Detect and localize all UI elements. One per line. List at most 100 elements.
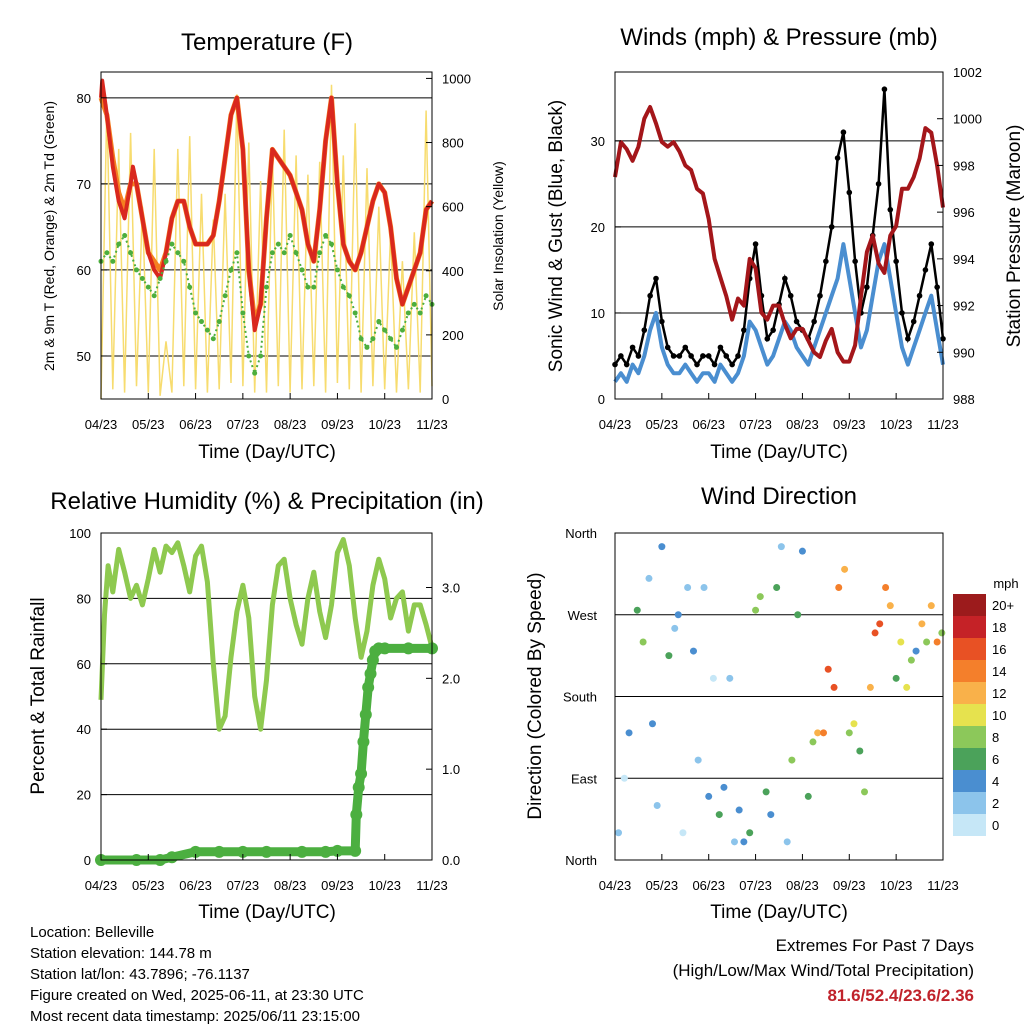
legend-swatch [953,682,986,704]
chart-direction: Wind Direction Time (Day/UTC) Direction (C… [525,483,1019,923]
y2-tick-label: 0.0 [442,853,460,868]
precip-point [189,845,202,858]
plot-frame [100,71,433,400]
precip-point [350,808,363,821]
extremes-title: Extremes For Past 7 Days [775,936,974,955]
precip-point [260,845,273,858]
x-tick-label: 04/23 [599,878,632,893]
legend-label: 0 [992,818,999,833]
direction-point [783,838,791,846]
direction-point [866,683,874,691]
direction-point [615,829,623,837]
y-tick-label: 80 [77,91,91,106]
x-tick-label: 08/23 [786,878,819,893]
station-info: Location: Belleville Station elevation: … [30,922,364,1027]
legend-label: 12 [992,686,1006,701]
legend-label: 16 [992,642,1006,657]
y2-tick-label: 0 [442,392,449,407]
y2-axis-label: Station Pressure (Maroon) [1004,125,1024,348]
y2-tick-label: 990 [953,345,975,360]
direction-point [814,729,822,737]
latlon-text: Station lat/lon: 43.7896; -76.1137 [30,966,250,983]
precip-point [378,642,391,655]
x-tick-label: 08/23 [274,878,307,893]
legend-swatch [953,616,986,638]
precip-point [402,642,415,655]
chart-title: Wind Direction [701,483,857,510]
direction-point [773,584,781,591]
direction-point [740,838,748,846]
y-tick-label: South [563,690,597,705]
direction-point [700,584,708,591]
x-axis-label: Time (Day/UTC) [198,442,336,463]
legend-label: 4 [992,774,999,789]
direction-point [658,543,666,551]
direction-point [923,638,931,646]
direction-point [767,811,775,819]
chart-winds: Winds (mph) & Pressure (mb) Time (Day/UTC… [546,24,1024,463]
y2-tick-label: 988 [953,392,975,407]
y-tick-label: 40 [77,722,91,737]
direction-point [726,674,734,682]
y2-tick-label: 1.0 [442,762,460,777]
direction-point [762,788,770,796]
direction-point [903,683,911,691]
extremes-subtitle: (High/Low/Max Wind/Total Precipitation) [672,961,974,980]
y2-tick-label: 800 [442,136,464,151]
y-tick-label: 20 [591,220,605,235]
x-tick-label: 06/23 [692,878,725,893]
direction-point [835,584,843,591]
y-tick-label: 50 [77,349,91,364]
legend-swatch [953,594,986,616]
direction-point [886,602,894,610]
x-tick-label: 05/23 [646,878,679,893]
x-tick-label: 05/23 [132,878,165,893]
y-tick-label: 70 [77,177,91,192]
direction-point [938,629,946,637]
direction-point [671,624,679,632]
direction-point [809,738,817,746]
y2-tick-label: 2.0 [442,671,460,686]
legend-swatch [953,638,986,660]
x-tick-label: 05/23 [646,417,679,432]
y-tick-label: 60 [77,263,91,278]
dewpoint-point [175,250,181,256]
direction-point [720,783,728,791]
x-tick-label: 07/23 [739,878,772,893]
x-axis-label: Time (Day/UTC) [710,442,848,463]
direction-point [645,574,653,582]
precip-point [236,845,249,858]
direction-point [804,792,812,800]
y2-tick-label: 200 [442,328,464,343]
y2-tick-label: 600 [442,200,464,215]
y2-tick-label: 1000 [953,112,982,127]
direction-point [820,729,828,737]
extremes-box: Extremes For Past 7 Days (High/Low/Max W… [673,933,974,1008]
direction-point [871,629,879,637]
extremes-values: 81.6/52.4/23.6/2.36 [827,986,974,1005]
x-tick-label: 07/23 [739,417,772,432]
direction-point [892,674,900,682]
direction-point [694,756,702,764]
x-tick-label: 10/23 [880,417,913,432]
x-tick-label: 09/23 [833,417,866,432]
direction-point [897,638,905,646]
x-tick-label: 06/23 [179,417,212,432]
direction-point [705,792,713,800]
humidity-line [98,537,435,732]
precip-point [359,708,372,721]
x-tick-label: 11/23 [927,417,959,432]
legend-label: 10 [992,708,1006,723]
x-tick-label: 09/23 [321,878,354,893]
y-tick-label: East [571,771,597,786]
solar-insolation-line [100,84,433,400]
y2-tick-label: 400 [442,264,464,279]
legend-label: 6 [992,752,999,767]
x-tick-label: 04/23 [85,417,118,432]
speed-legend: mph 20+ 18 16 14 12 10 8 6 4 2 0 [953,576,1019,836]
y-tick-label: 60 [77,657,91,672]
x-tick-label: 11/23 [416,417,448,432]
legend-label: 2 [992,796,999,811]
chart-title: Relative Humidity (%) & Precipitation (i… [50,488,483,515]
